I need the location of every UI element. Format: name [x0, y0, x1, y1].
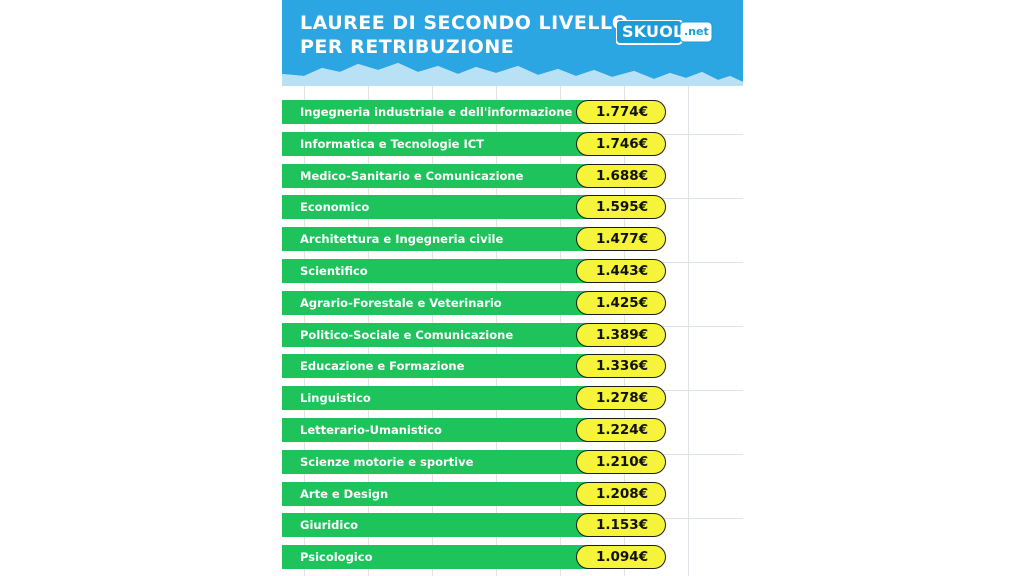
- bar-row: Economico 1.595€: [282, 195, 672, 219]
- value-pill: [576, 450, 666, 474]
- value-pill: [576, 100, 666, 124]
- category-bar: [282, 513, 600, 537]
- category-label: Informatica e Tecnologie ICT: [300, 137, 485, 151]
- category-label: Architettura e Ingegneria civile: [300, 232, 504, 246]
- category-label: Scienze motorie e sportive: [300, 455, 474, 469]
- header-banner: LAUREE DI SECONDO LIVELLO PER RETRIBUZIO…: [282, 0, 743, 100]
- value-label: 1.208€: [596, 486, 649, 502]
- value-pill: [576, 354, 666, 378]
- category-bar: [282, 195, 600, 219]
- value-pill: [576, 291, 666, 315]
- chart-title-line-1: LAUREE DI SECONDO LIVELLO: [300, 12, 629, 34]
- value-pill: [576, 227, 666, 251]
- bar-row: Giuridico 1.153€: [282, 513, 672, 537]
- bar-row: Politico-Sociale e Comunicazione 1.389€: [282, 323, 672, 347]
- value-label: 1.688€: [596, 168, 649, 184]
- chart-title-line-2: PER RETRIBUZIONE: [300, 36, 515, 58]
- bar-row: Agrario-Forestale e Veterinario 1.425€: [282, 291, 672, 315]
- category-label: Arte e Design: [300, 487, 389, 501]
- category-label: Ingegneria industriale e dell'informazio…: [300, 105, 573, 119]
- value-pill: [576, 545, 666, 569]
- value-label: 1.746€: [596, 136, 649, 152]
- category-bar: [282, 259, 600, 283]
- logo-main-text: SKUOLa: [622, 22, 695, 41]
- category-bar: [282, 386, 600, 410]
- value-pill: [576, 259, 666, 283]
- bar-row: Informatica e Tecnologie ICT 1.746€: [282, 132, 672, 156]
- value-label: 1.094€: [596, 549, 649, 565]
- category-bar: [282, 132, 600, 156]
- value-label: 1.774€: [596, 104, 649, 120]
- category-bar: [282, 164, 600, 188]
- category-label: Politico-Sociale e Comunicazione: [300, 328, 514, 342]
- value-label: 1.336€: [596, 358, 649, 374]
- category-label: Giuridico: [300, 518, 359, 532]
- bar-row: Ingegneria industriale e dell'informazio…: [282, 100, 672, 124]
- category-label: Letterario-Umanistico: [300, 423, 442, 437]
- category-label: Economico: [300, 200, 370, 214]
- value-pill: [576, 132, 666, 156]
- value-pill: [576, 418, 666, 442]
- category-label: Scientifico: [300, 264, 368, 278]
- bar-row: Scientifico 1.443€: [282, 259, 672, 283]
- category-bar: [282, 545, 600, 569]
- value-label: 1.595€: [596, 199, 649, 215]
- value-label: 1.224€: [596, 422, 649, 438]
- value-label: 1.477€: [596, 231, 649, 247]
- value-pill: [576, 482, 666, 506]
- bar-row: Scienze motorie e sportive 1.210€: [282, 450, 672, 474]
- category-bar: [282, 482, 600, 506]
- category-bar: [282, 227, 600, 251]
- bar-row: Linguistico 1.278€: [282, 386, 672, 410]
- bar-row: Psicologico 1.094€: [282, 545, 672, 569]
- value-label: 1.425€: [596, 295, 649, 311]
- category-label: Medico-Sanitario e Comunicazione: [300, 169, 524, 183]
- infographic: LAUREE DI SECONDO LIVELLO PER RETRIBUZIO…: [282, 0, 743, 576]
- category-label: Educazione e Formazione: [300, 359, 465, 373]
- bar-row: Medico-Sanitario e Comunicazione 1.688€: [282, 164, 672, 188]
- bar-list: Ingegneria industriale e dell'informazio…: [282, 0, 743, 576]
- bar-row: Arte e Design 1.208€: [282, 482, 672, 506]
- bar-row: Educazione e Formazione 1.336€: [282, 354, 672, 378]
- category-bar: [282, 450, 600, 474]
- category-label: Linguistico: [300, 391, 371, 405]
- bar-row: Letterario-Umanistico 1.224€: [282, 418, 672, 442]
- category-label: Psicologico: [300, 550, 373, 564]
- bar-row: Architettura e Ingegneria civile 1.477€: [282, 227, 672, 251]
- category-label: Agrario-Forestale e Veterinario: [300, 296, 502, 310]
- value-label: 1.389€: [596, 327, 649, 343]
- skuola-logo: SKUOLa .net: [616, 20, 714, 46]
- logo-tld-text: .net: [684, 25, 709, 38]
- value-pill: [576, 323, 666, 347]
- category-bar: [282, 291, 600, 315]
- value-pill: [576, 386, 666, 410]
- value-pill: [576, 164, 666, 188]
- value-label: 1.443€: [596, 263, 649, 279]
- category-bar: [282, 100, 600, 124]
- category-bar: [282, 323, 600, 347]
- category-bar: [282, 354, 600, 378]
- value-label: 1.278€: [596, 390, 649, 406]
- value-pill: [576, 513, 666, 537]
- value-label: 1.153€: [596, 517, 649, 533]
- value-label: 1.210€: [596, 454, 649, 470]
- category-bar: [282, 418, 600, 442]
- value-pill: [576, 195, 666, 219]
